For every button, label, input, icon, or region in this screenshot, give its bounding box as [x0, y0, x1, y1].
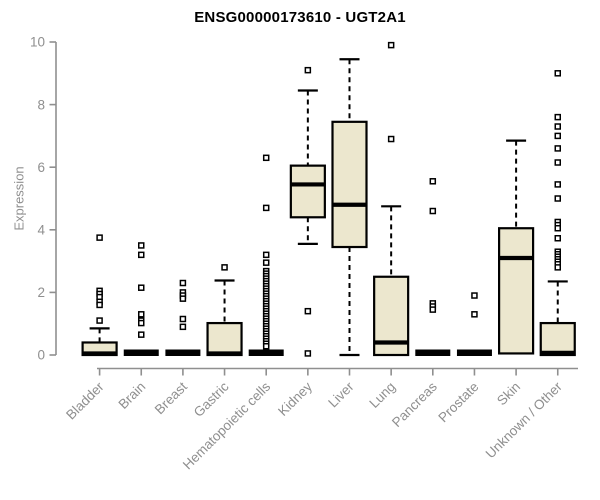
box	[289, 164, 326, 219]
box	[539, 321, 576, 357]
x-category-label: Prostate	[435, 379, 481, 425]
outlier-point	[387, 135, 395, 143]
outlier-point	[387, 41, 395, 49]
outlier-point	[138, 251, 145, 259]
x-category-label: Lung	[366, 379, 398, 411]
x-category-label: Breast	[152, 379, 190, 417]
outlier-point	[554, 113, 561, 121]
outlier-point	[179, 279, 187, 287]
outlier-point	[471, 292, 478, 299]
x-category-label: Kidney	[275, 379, 315, 419]
y-tick-label: 6	[37, 160, 45, 175]
collapsed-box	[415, 349, 451, 356]
outlier-point	[554, 123, 561, 130]
x-category-label: Liver	[325, 379, 357, 411]
collapsed-box	[456, 349, 492, 356]
outlier-point	[554, 264, 561, 271]
outlier-point	[429, 306, 437, 313]
outlier-point	[429, 207, 437, 215]
outlier-point	[221, 264, 228, 271]
box	[498, 227, 535, 355]
x-category-label: Pancreas	[389, 379, 440, 430]
outlier-point	[554, 195, 561, 202]
collapsed-box	[248, 349, 284, 356]
outlier-point	[138, 331, 145, 338]
outlier-point	[554, 145, 561, 152]
outlier-point	[554, 181, 561, 188]
outlier-point	[138, 284, 145, 291]
outlier-point	[554, 224, 561, 232]
outlier-point	[304, 307, 312, 315]
y-tick-label: 0	[37, 348, 45, 363]
outlier-point	[304, 66, 312, 74]
y-tick-label: 10	[30, 35, 45, 50]
outlier-point	[471, 311, 478, 318]
outlier-point	[554, 70, 561, 77]
y-tick-label: 2	[37, 285, 45, 300]
outlier-point	[262, 259, 270, 266]
outlier-point	[138, 319, 145, 327]
outlier-point	[554, 132, 561, 140]
outlier-point	[304, 350, 312, 357]
box	[206, 321, 243, 357]
collapsed-box	[123, 349, 159, 356]
x-category-label: Bladder	[63, 379, 107, 423]
y-tick-label: 4	[37, 223, 45, 238]
outlier-point	[138, 242, 145, 249]
x-category-label: Gastric	[191, 379, 232, 420]
outlier-point	[262, 204, 270, 212]
outlier-point	[262, 251, 270, 259]
x-category-label: Unknown / Other	[483, 379, 566, 462]
outlier-point	[179, 323, 187, 331]
outlier-point	[429, 178, 437, 185]
outlier-point	[179, 295, 187, 302]
y-tick-label: 8	[37, 97, 45, 112]
outlier-point	[554, 159, 561, 166]
outlier-point	[96, 317, 103, 324]
outlier-point	[96, 234, 103, 241]
outlier-point	[138, 311, 145, 318]
collapsed-box	[165, 349, 201, 356]
outlier-point	[96, 301, 103, 309]
outlier-point	[262, 154, 270, 162]
box	[331, 120, 368, 249]
outlier-point	[554, 235, 561, 242]
x-category-label: Skin	[494, 379, 523, 408]
outlier-point	[179, 315, 187, 323]
chart-title: ENSG00000173610 - UGT2A1	[194, 9, 406, 26]
x-category-label: Brain	[115, 379, 148, 412]
outlier-point	[262, 342, 270, 350]
